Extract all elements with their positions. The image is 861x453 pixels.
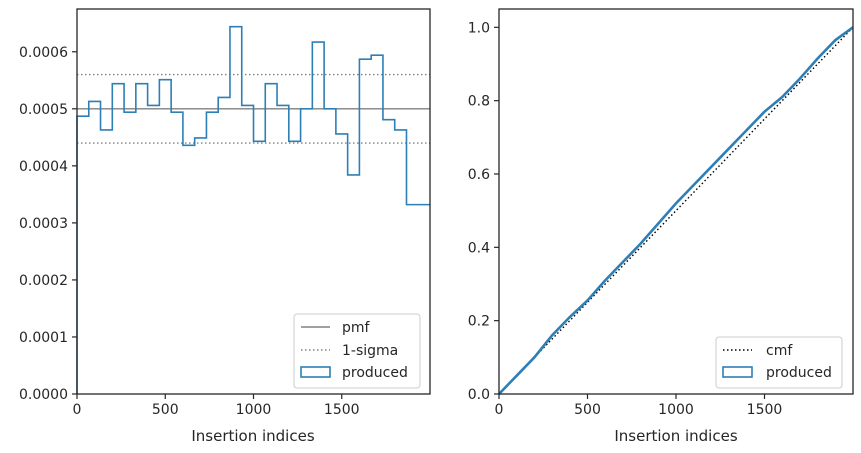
x-tick-label: 1000 (236, 402, 272, 418)
pmf-plot-area: 0 500 1000 1500 0.0000 0.0001 0.0002 0.0003 0.00… (19, 8, 431, 418)
legend-produced-label: produced (342, 365, 408, 381)
pmf-xlabel: Insertion indices (191, 427, 314, 445)
y-tick-label: 0.8 (468, 94, 490, 110)
y-tick-label: 0.6 (468, 167, 490, 183)
legend-produced-swatch (300, 366, 331, 378)
produced-cumulative (498, 26, 854, 395)
y-tick-label: 0.0005 (19, 102, 68, 118)
cmf-xlabel: Insertion indices (614, 427, 737, 445)
legend-produced-swatch (722, 366, 753, 378)
legend-sigma-label: 1-sigma (342, 343, 398, 359)
y-tick-label: 0.0002 (19, 273, 68, 289)
x-tick-label: 0 (495, 402, 504, 418)
y-tick-label: 0.0 (468, 387, 490, 403)
legend-cmf-label: cmf (766, 343, 793, 359)
y-tick-label: 0.0001 (19, 330, 68, 346)
x-tick-label: 1500 (747, 402, 783, 418)
cmf-panel: 0 500 1000 1500 0.0 0.2 0.4 0.6 0.8 1.0 cmf produ… (468, 8, 854, 445)
y-tick-label: 0.0000 (19, 387, 68, 403)
cmf-plot-area: 0 500 1000 1500 0.0 0.2 0.4 0.6 0.8 1.0 (468, 8, 854, 418)
y-tick-label: 0.0003 (19, 216, 68, 232)
x-tick-label: 500 (574, 402, 601, 418)
legend-frame (293, 313, 421, 389)
cmf-legend: cmf produced (715, 336, 843, 389)
produced-histogram (76, 25, 430, 394)
legend-pmf-label: pmf (342, 320, 371, 336)
pmf-panel: 0 500 1000 1500 0.0000 0.0001 0.0002 0.0003 0.00… (19, 8, 431, 445)
x-tick-label: 500 (152, 402, 179, 418)
x-tick-label: 0 (73, 402, 82, 418)
y-tick-label: 0.4 (468, 240, 490, 256)
y-tick-label: 0.0006 (19, 45, 68, 61)
cmf-line (498, 26, 854, 395)
pmf-legend: pmf 1-sigma produced (293, 313, 421, 389)
y-tick-label: 0.2 (468, 314, 490, 330)
x-tick-label: 1000 (658, 402, 694, 418)
y-tick-label: 0.0004 (19, 159, 68, 175)
legend-produced-label: produced (766, 365, 832, 381)
y-tick-label: 1.0 (468, 20, 490, 36)
x-tick-label: 1500 (324, 402, 360, 418)
